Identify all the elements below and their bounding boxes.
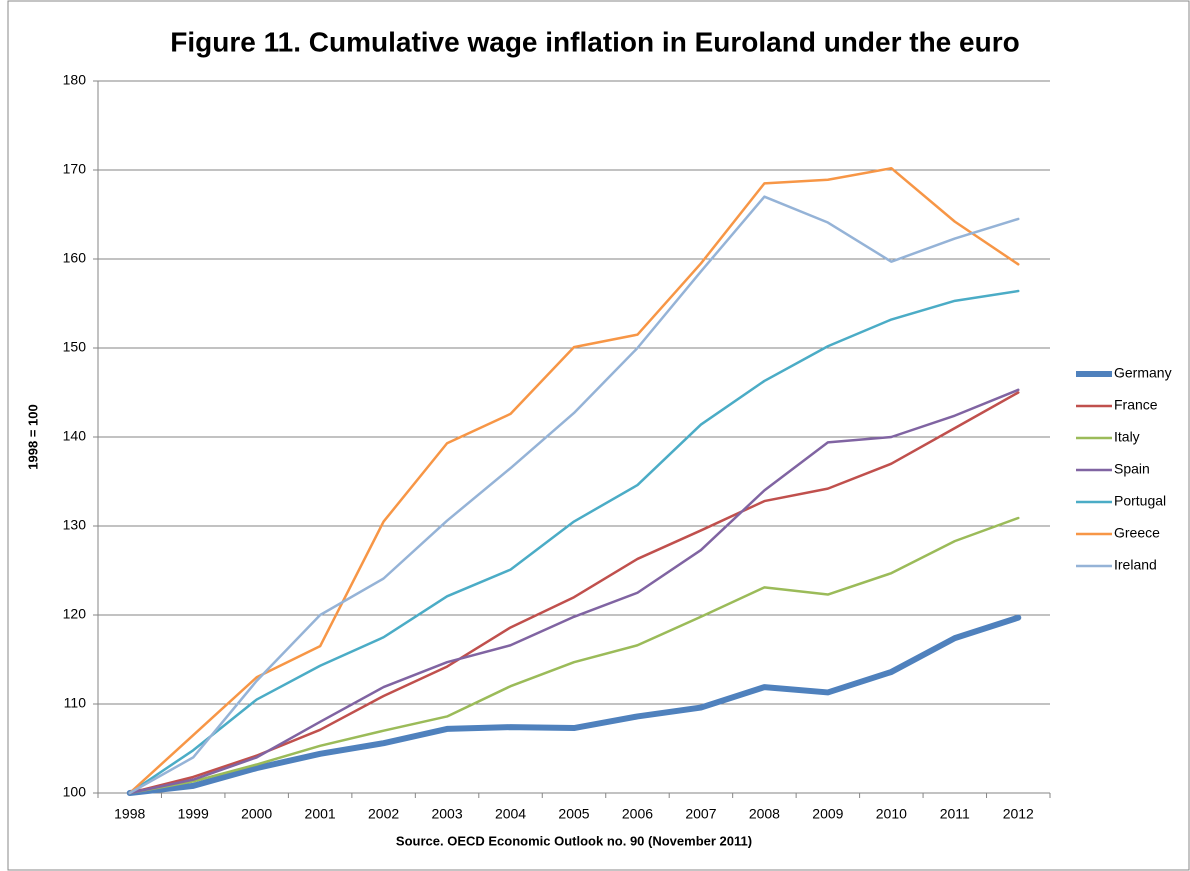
- legend-label: Portugal: [1114, 493, 1166, 509]
- x-tick-label: 2008: [749, 806, 780, 822]
- x-tick-label: 1998: [114, 806, 145, 822]
- y-tick-label: 120: [63, 606, 87, 622]
- x-tick-label: 1999: [178, 806, 209, 822]
- x-tick-label: 2003: [431, 806, 462, 822]
- y-tick-label: 170: [63, 161, 87, 177]
- x-tick-label: 2009: [812, 806, 843, 822]
- legend-label: Italy: [1114, 429, 1140, 445]
- x-tick-label: 2012: [1003, 806, 1034, 822]
- y-tick-label: 100: [63, 784, 87, 800]
- legend-label: Germany: [1114, 365, 1172, 381]
- series-line: [128, 391, 1020, 795]
- y-tick-label: 150: [63, 339, 87, 355]
- legend-label: France: [1114, 397, 1158, 413]
- y-tick-label: 180: [63, 72, 87, 88]
- legend-label: Spain: [1114, 461, 1150, 477]
- y-tick-label: 140: [63, 428, 87, 444]
- x-tick-label: 2005: [558, 806, 589, 822]
- x-tick-label: 2001: [305, 806, 336, 822]
- series-line: [128, 516, 1020, 795]
- series-line: [128, 195, 1020, 795]
- y-tick-label: 160: [63, 250, 87, 266]
- series-line: [128, 289, 1020, 795]
- chart-frame: [7, 0, 1190, 871]
- y-axis-label: 1998 = 100: [25, 404, 40, 469]
- series-line: [128, 166, 1020, 795]
- x-tick-label: 2011: [940, 806, 970, 822]
- y-tick-label: 110: [64, 695, 87, 711]
- x-tick-label: 2004: [495, 806, 526, 822]
- chart-title: Figure 11. Cumulative wage inflation in …: [170, 26, 1019, 57]
- x-tick-label: 2007: [685, 806, 716, 822]
- x-axis-label: Source. OECD Economic Outlook no. 90 (No…: [396, 833, 752, 848]
- x-tick-label: 2002: [368, 806, 399, 822]
- legend-label: Greece: [1114, 525, 1160, 541]
- y-tick-label: 130: [63, 517, 87, 533]
- legend-label: Ireland: [1114, 557, 1157, 573]
- x-tick-label: 2010: [876, 806, 907, 822]
- series-line: [126, 614, 1022, 796]
- x-tick-label: 2000: [241, 806, 272, 822]
- series-line: [128, 388, 1020, 795]
- x-tick-label: 2006: [622, 806, 653, 822]
